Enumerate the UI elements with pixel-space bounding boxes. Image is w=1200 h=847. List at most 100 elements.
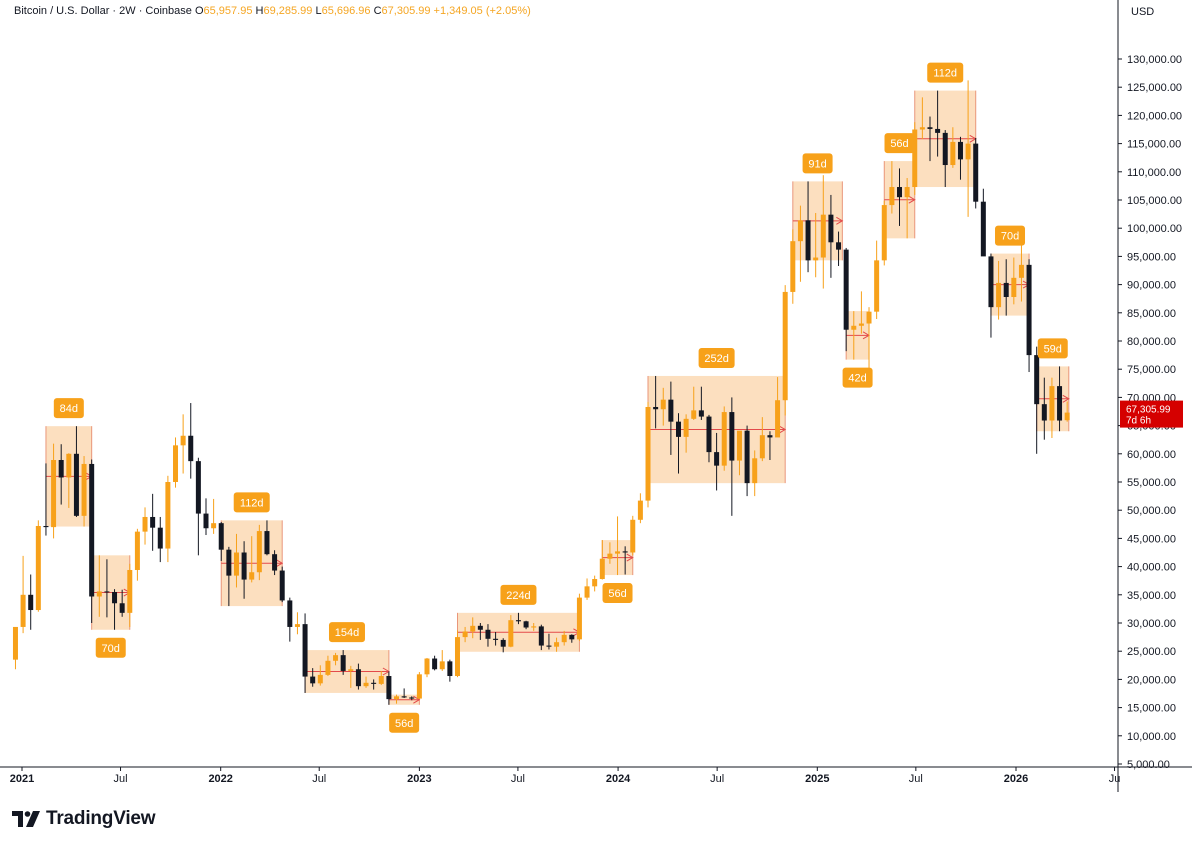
y-tick-label: 100,000.00: [1127, 223, 1182, 235]
candle-body: [256, 531, 262, 573]
candle-body: [752, 458, 758, 484]
x-tick-label: Jul: [710, 773, 724, 785]
currency-label[interactable]: USD: [1131, 6, 1155, 18]
candle-body: [691, 410, 697, 419]
candle-body: [500, 639, 506, 647]
candle-body: [897, 187, 903, 198]
candle-body: [58, 460, 64, 478]
range-label-background: [698, 347, 735, 368]
y-tick-label: 75,000.00: [1127, 364, 1176, 376]
candle-body: [622, 551, 628, 553]
range-label: 224d: [506, 590, 530, 602]
candle-body: [73, 453, 79, 516]
candle-body: [607, 553, 613, 559]
candle-body: [66, 453, 72, 478]
candle-body: [233, 552, 239, 576]
candle-body: [211, 523, 217, 529]
candle-body: [371, 682, 377, 684]
tradingview-logo[interactable]: TradingView: [12, 808, 156, 830]
x-tick-label: 2024: [606, 773, 631, 785]
low-label: L: [315, 5, 322, 17]
candle-body: [462, 631, 468, 638]
candle-body: [973, 143, 979, 202]
brand-name: TradingView: [46, 808, 156, 829]
candle-body: [843, 249, 849, 330]
candle-body: [1034, 355, 1040, 405]
symbol-title: Bitcoin / U.S. Dollar · 2W · Coinbase: [14, 5, 192, 17]
candle-body: [279, 570, 285, 601]
x-tick-label: 2026: [1004, 773, 1028, 785]
range-label: 91d: [808, 158, 826, 170]
range-label: 70d: [1001, 231, 1019, 243]
close-value: 67,305.99: [381, 5, 431, 17]
candle-body: [363, 682, 369, 687]
candle-body: [630, 519, 636, 553]
candle-body: [119, 603, 125, 613]
candle-body: [1057, 386, 1063, 421]
candle-body: [736, 430, 742, 461]
time-axis[interactable]: 2021 Jul 2022 Jul 2023 Jul 2024 Jul 2025 Jul 2026 J…: [10, 767, 1121, 785]
y-tick-label: 30,000.00: [1127, 618, 1176, 630]
range-label-background: [500, 584, 537, 605]
candle-body: [394, 696, 400, 700]
y-tick-label: 10,000.00: [1127, 731, 1176, 743]
price-tag-countdown: 7d 6h: [1126, 416, 1151, 427]
candle-body: [515, 620, 521, 622]
candle-body: [828, 214, 834, 243]
range-label: 42d: [848, 373, 866, 385]
candle-body: [675, 421, 681, 437]
open-label: O: [194, 5, 204, 17]
range-label-background: [842, 367, 873, 388]
y-tick-label: 20,000.00: [1127, 674, 1176, 686]
y-tick-label: 125,000.00: [1127, 82, 1182, 94]
candle-body: [378, 676, 384, 684]
candle-body: [188, 435, 194, 462]
candle-body: [325, 660, 331, 675]
candle-body: [112, 591, 118, 604]
candle-body: [287, 600, 293, 627]
y-tick-label: 105,000.00: [1127, 195, 1182, 207]
range-label: 112d: [240, 497, 264, 509]
range-arrow-head: [778, 425, 787, 434]
open-value: 65,957.95: [203, 5, 253, 17]
candle-body: [1026, 264, 1032, 356]
candle-body: [546, 645, 552, 647]
candle-body: [957, 141, 963, 160]
candle-body: [637, 500, 643, 520]
y-tick-label: 85,000.00: [1127, 308, 1176, 320]
range-label-background: [927, 62, 964, 83]
price-tag-background: [1120, 400, 1183, 428]
candle-body: [173, 445, 179, 482]
x-tick-label: Jul: [511, 773, 525, 785]
candle-body: [554, 642, 560, 647]
candle-body: [1049, 386, 1055, 421]
candle-body: [386, 676, 392, 700]
candle-body: [89, 463, 95, 597]
candle-body: [744, 430, 750, 484]
symbol-header: Bitcoin / U.S. Dollar · 2W · Coinbase O6…: [14, 5, 531, 17]
price-axis[interactable]: 5,000.00 10,000.00 15,000.00 20,000.00 25,00…: [1118, 54, 1182, 771]
candle-body: [432, 658, 438, 670]
candle-body: [599, 558, 605, 580]
candle-body: [950, 141, 956, 166]
low-value: 65,696.96: [321, 5, 371, 17]
range-arrow-head: [908, 195, 916, 204]
candle-body: [447, 661, 453, 677]
candle-body: [226, 549, 232, 576]
x-tick-label: Jul: [909, 773, 923, 785]
candle-body: [935, 128, 941, 133]
range-label: 84d: [60, 403, 78, 415]
candle-body: [615, 551, 621, 554]
candle-body: [569, 634, 575, 640]
candle-body: [43, 525, 49, 528]
candle-body: [180, 435, 186, 446]
y-tick-label: 5,000.00: [1127, 759, 1170, 771]
candle-body: [790, 241, 796, 292]
candle-body: [836, 242, 842, 250]
range-label: 154d: [335, 627, 359, 639]
range-labels: 84d 70d 112d 154d 56d 224d 56d 252d 91d 42d 56d 112…: [53, 62, 1068, 733]
change-value: +1,349.05 (+2.05%): [433, 5, 531, 17]
candle-body: [272, 554, 278, 571]
candle-body: [919, 127, 925, 130]
